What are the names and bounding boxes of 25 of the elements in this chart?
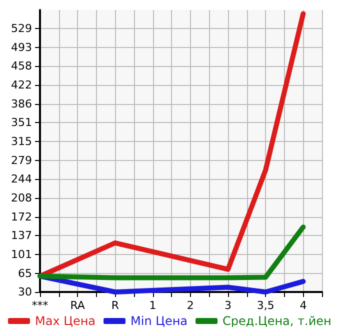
y-tick-label: 386 [10,98,32,110]
y-tick-label: 244 [10,172,32,186]
y-tick-label: 422 [10,78,32,92]
y-tick-label: 315 [10,134,32,148]
x-tick-label: RA [70,299,86,312]
x-tick-label: 2 [186,299,194,312]
x-tick-label: 3,5 [256,299,274,312]
y-tick-label: 493 [10,40,32,54]
y-tick-label: 172 [10,210,32,224]
y-tick-label: 529 [10,22,32,35]
y-tick-label: 351 [10,116,32,129]
legend-label: Min Цена [130,314,188,328]
legend-label: Max Цена [35,314,96,328]
x-tick-label: *** [32,299,49,312]
x-tick-label: R [111,299,120,312]
x-tick-label: 4 [300,299,307,312]
x-tick-label: 1 [149,299,156,312]
y-tick-label: 208 [10,192,32,204]
y-tick-label: 137 [10,228,32,242]
y-tick-label: 30 [18,286,32,298]
y-tick-label: 279 [10,154,32,168]
y-tick-label: 101 [10,248,32,262]
y-tick-label: 65 [18,267,32,280]
x-tick-label: 3 [224,299,232,312]
y-tick-label: 458 [10,59,32,72]
